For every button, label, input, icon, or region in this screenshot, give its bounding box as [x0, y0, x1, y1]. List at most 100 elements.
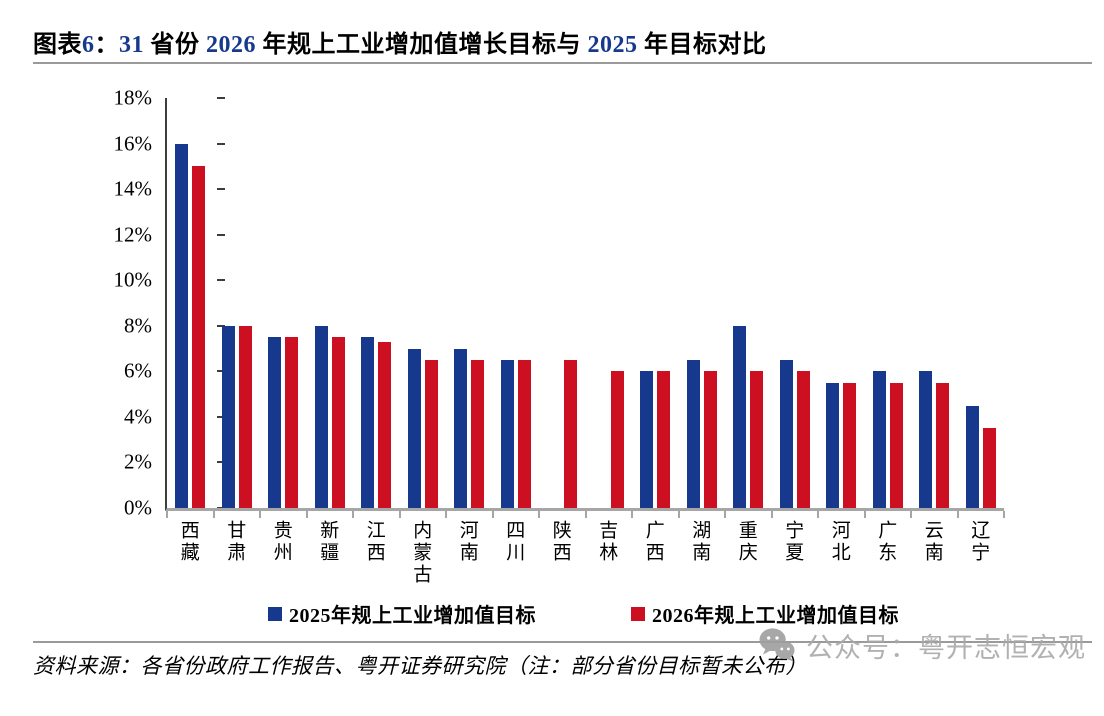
- bar-2026: [982, 428, 996, 508]
- x-axis-label: 吉林: [596, 520, 618, 564]
- bar-group-10: [586, 98, 633, 508]
- y-tick-mark: [217, 142, 225, 145]
- legend-item-2025: 2025年规上工业增加值目标: [268, 599, 536, 628]
- x-label-cell: 河北: [816, 520, 863, 606]
- bar-2026: [424, 359, 438, 508]
- x-tick-mark: [863, 511, 866, 518]
- bar-2026: [285, 337, 299, 508]
- x-axis-label: 辽宁: [968, 520, 990, 564]
- legend-item-2026: 2026年规上工业增加值目标: [631, 599, 899, 628]
- bar-2025: [733, 325, 747, 508]
- legend-label-2025: 2025年规上工业增加值目标: [289, 605, 536, 627]
- plot-area: [165, 98, 1005, 518]
- x-label-cell: 贵州: [258, 520, 305, 606]
- title-run: ：: [94, 32, 119, 58]
- title-run: 年规上工业增加值增长目标与: [256, 32, 588, 58]
- x-label-cell: 广西: [630, 520, 677, 606]
- bar-group-9: [539, 98, 586, 508]
- x-axis-label: 云南: [921, 520, 943, 564]
- title-run: 2025: [587, 32, 638, 58]
- x-tick-mark: [491, 511, 494, 518]
- title-underline-rule: [33, 62, 1092, 64]
- x-tick-mark: [352, 511, 354, 518]
- y-tick-mark: [217, 461, 225, 464]
- bar-2026: [331, 337, 345, 508]
- bar-2026: [238, 325, 252, 508]
- x-tick-mark: [398, 511, 401, 518]
- title-run: 图表: [33, 32, 82, 58]
- bar-2026: [610, 371, 624, 508]
- x-tick-mark: [445, 511, 447, 518]
- x-axis-label: 新疆: [317, 520, 339, 564]
- bar-2026: [796, 371, 810, 508]
- y-tick-label: 18%: [113, 85, 153, 110]
- bar-2025: [872, 371, 886, 508]
- x-tick-mark: [724, 511, 726, 518]
- watermark: 公众号：粤开志恒宏观: [756, 624, 1086, 666]
- x-tick-mark: [770, 511, 773, 518]
- watermark-text: 公众号：粤开志恒宏观: [806, 632, 1086, 663]
- bar-group-1: [167, 98, 214, 508]
- y-tick-mark: [217, 279, 225, 282]
- legend-swatch-2026: [631, 606, 645, 621]
- bar-2026: [843, 382, 857, 508]
- x-axis-label: 河北: [828, 520, 850, 564]
- x-axis-label: 湖南: [689, 520, 711, 564]
- bar-2025: [268, 337, 282, 508]
- x-label-cell: 西藏: [165, 520, 212, 606]
- bar-2026: [378, 341, 392, 508]
- y-tick-mark: [217, 370, 225, 373]
- x-axis-label: 重庆: [735, 520, 757, 564]
- title-run: 31: [119, 32, 144, 58]
- x-tick-mark: [538, 511, 540, 518]
- x-axis-label: 贵州: [270, 520, 292, 564]
- bar-group-14: [772, 98, 819, 508]
- bar-2025: [919, 371, 933, 508]
- x-axis-label: 内蒙古: [410, 520, 432, 586]
- x-axis-label: 甘肃: [224, 520, 246, 564]
- bar-group-4: [307, 98, 354, 508]
- bar-group-11: [632, 98, 679, 508]
- page-title: 图表6：31 省份 2026 年规上工业增加值增长目标与 2025 年目标对比: [33, 24, 767, 59]
- x-label-cell: 新疆: [305, 520, 352, 606]
- legend: 2025年规上工业增加值目标 2026年规上工业增加值目标: [165, 599, 1002, 628]
- title-run: 省份: [144, 32, 206, 58]
- y-tick-mark: [217, 415, 225, 418]
- bar-2026: [889, 382, 903, 508]
- y-tick-label: 12%: [113, 222, 153, 247]
- x-label-cell: 内蒙古: [398, 520, 445, 606]
- y-tick-label: 8%: [124, 313, 152, 338]
- bar-2026: [936, 382, 950, 508]
- bar-group-8: [493, 98, 540, 508]
- x-axis-label: 陕西: [549, 520, 571, 564]
- y-tick-label: 14%: [113, 176, 153, 201]
- bar-2025: [965, 405, 979, 508]
- y-tick-label: 10%: [113, 267, 153, 292]
- bar-2025: [500, 359, 514, 508]
- y-tick-mark: [217, 188, 225, 191]
- x-tick-mark: [677, 511, 680, 518]
- y-tick-label: 0%: [124, 495, 152, 520]
- y-tick-label: 4%: [124, 404, 152, 429]
- bar-2025: [314, 325, 328, 508]
- x-tick-mark: [305, 511, 308, 518]
- bar-2025: [686, 359, 700, 508]
- bar-group-18: [958, 98, 1005, 508]
- bar-2025: [454, 348, 468, 508]
- x-axis-labels: 西藏 甘肃 贵州 新疆 江西 内蒙古 河南 四川 陕西 吉林 广西 湖南 重庆 宁夏 河北 广东 云南 辽宁: [165, 520, 1002, 606]
- title-run: 2026: [206, 32, 256, 58]
- x-tick-mark: [1003, 511, 1005, 518]
- bar-group-5: [353, 98, 400, 508]
- x-label-cell: 四川: [491, 520, 538, 606]
- x-label-cell: 辽宁: [956, 520, 1003, 606]
- footer-rule: [33, 641, 1092, 643]
- x-tick-mark: [166, 511, 168, 518]
- y-tick-mark: [217, 97, 225, 99]
- bar-2026: [703, 371, 717, 508]
- x-axis-label: 四川: [503, 520, 525, 564]
- bar-group-15: [818, 98, 865, 508]
- x-label-cell: 陕西: [537, 520, 584, 606]
- bar-2026: [471, 359, 485, 508]
- x-axis-label: 江西: [363, 520, 385, 564]
